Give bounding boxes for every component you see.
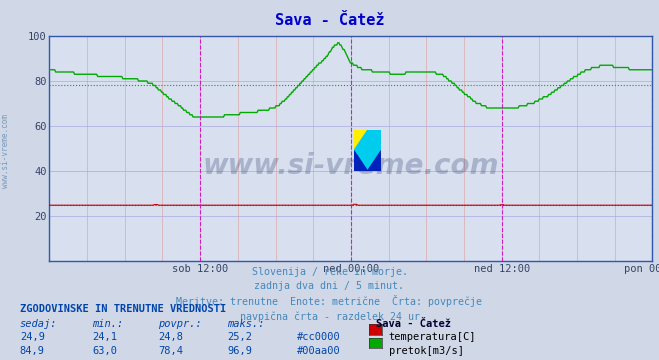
Text: www.si-vreme.com: www.si-vreme.com <box>203 153 499 180</box>
Polygon shape <box>354 130 381 171</box>
Text: Sava - Čatež: Sava - Čatež <box>376 319 451 329</box>
Text: 24,9: 24,9 <box>20 332 45 342</box>
Text: #00aa00: #00aa00 <box>297 346 340 356</box>
Text: 24,1: 24,1 <box>92 332 117 342</box>
Text: 63,0: 63,0 <box>92 346 117 356</box>
Text: povpr.:: povpr.: <box>158 319 202 329</box>
Text: Sava - Čatež: Sava - Čatež <box>275 13 384 28</box>
Polygon shape <box>354 130 368 151</box>
Text: temperatura[C]: temperatura[C] <box>389 332 476 342</box>
Text: www.si-vreme.com: www.si-vreme.com <box>1 114 10 188</box>
Text: #cc0000: #cc0000 <box>297 332 340 342</box>
Text: sedaj:: sedaj: <box>20 319 57 329</box>
Text: min.:: min.: <box>92 319 123 329</box>
Text: 78,4: 78,4 <box>158 346 183 356</box>
Text: 84,9: 84,9 <box>20 346 45 356</box>
Text: pretok[m3/s]: pretok[m3/s] <box>389 346 464 356</box>
Text: ZGODOVINSKE IN TRENUTNE VREDNOSTI: ZGODOVINSKE IN TRENUTNE VREDNOSTI <box>20 304 226 314</box>
Polygon shape <box>354 151 381 171</box>
Text: 24,8: 24,8 <box>158 332 183 342</box>
Text: Slovenija / reke in morje.
zadnja dva dni / 5 minut.
Meritve: trenutne  Enote: m: Slovenija / reke in morje. zadnja dva dn… <box>177 267 482 321</box>
Text: 96,9: 96,9 <box>227 346 252 356</box>
Text: maks.:: maks.: <box>227 319 265 329</box>
Text: 25,2: 25,2 <box>227 332 252 342</box>
